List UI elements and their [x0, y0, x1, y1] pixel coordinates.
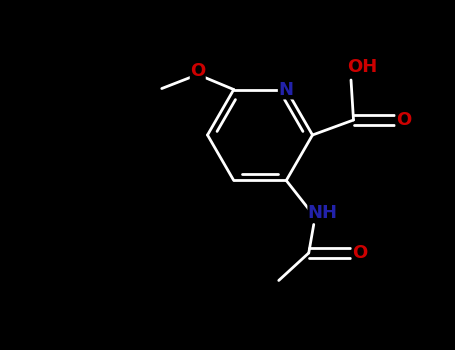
Text: N: N [279, 80, 294, 99]
Text: O: O [352, 244, 367, 262]
Text: O: O [396, 111, 411, 129]
Text: OH: OH [347, 58, 377, 77]
Text: NH: NH [308, 204, 338, 222]
Text: O: O [190, 62, 205, 79]
